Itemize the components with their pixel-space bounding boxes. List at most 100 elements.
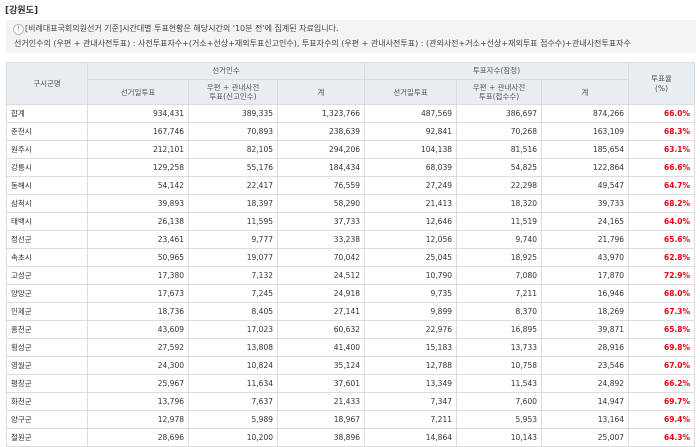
cell-electors-election-day: 43,609 <box>87 320 189 339</box>
cell-electors-total: 33,238 <box>277 230 365 249</box>
cell-voters-total: 163,109 <box>540 122 630 141</box>
cell-voters-total: 185,654 <box>540 140 630 159</box>
region-title: [강원도] <box>5 6 39 16</box>
cell-turnout-rate: 72.9% <box>628 266 696 285</box>
cell-electors-advance: 70,893 <box>188 122 278 141</box>
cell-voters-election-day: 21,413 <box>364 194 457 213</box>
cell-electors-total: 18,967 <box>277 410 365 429</box>
cell-electors-total: 24,918 <box>277 284 365 303</box>
cell-voters-election-day: 15,183 <box>364 338 457 357</box>
cell-voters-total: 23,546 <box>540 356 630 375</box>
cell-electors-election-day: 17,673 <box>87 284 189 303</box>
cell-voters-advance: 10,758 <box>456 356 542 375</box>
cell-electors-advance: 55,176 <box>188 158 278 177</box>
cell-electors-total: 27,141 <box>277 302 365 321</box>
cell-electors-advance: 7,245 <box>188 284 278 303</box>
cell-turnout-rate: 69.7% <box>628 392 696 411</box>
turnout-table: 구시군명 선거인수 투표자수(잠정) 투표율 (%) 선거일투표 우편 + 관내… <box>6 62 696 447</box>
cell-voters-total: 39,733 <box>540 194 630 213</box>
cell-voters-total: 21,796 <box>540 230 630 249</box>
cell-turnout-rate: 63.1% <box>628 140 696 159</box>
header-voters-election-day: 선거일투표 <box>364 79 457 105</box>
cell-voters-election-day: 14,864 <box>364 428 457 447</box>
cell-voters-election-day: 104,138 <box>364 140 457 159</box>
cell-voters-election-day: 68,039 <box>364 158 457 177</box>
table-row: 동해시 54,142 22,417 76,559 27,249 22,298 49,547 6… <box>6 176 696 195</box>
cell-electors-election-day: 129,258 <box>87 158 189 177</box>
cell-voters-total: 24,165 <box>540 212 630 231</box>
cell-voters-election-day: 7,211 <box>364 410 457 429</box>
header-voters-group: 투표자수(잠정) <box>363 62 630 80</box>
cell-voters-total: 874,266 <box>540 104 630 123</box>
cell-electors-advance: 10,824 <box>188 356 278 375</box>
notice-line-1: [비례대표국회의원선거 기준]시간대별 투표현황은 해당시간의 '10분 전'에… <box>25 24 339 33</box>
header-voters-total: 계 <box>540 79 630 105</box>
cell-electors-election-day: 28,696 <box>87 428 189 447</box>
cell-voters-advance: 16,895 <box>456 320 542 339</box>
cell-voters-election-day: 92,841 <box>364 122 457 141</box>
cell-turnout-rate: 66.6% <box>628 158 696 177</box>
cell-voters-advance: 5,953 <box>456 410 542 429</box>
cell-electors-advance: 82,105 <box>188 140 278 159</box>
table-row-total: 합계 934,431 389,335 1,323,766 487,569 386,697 8… <box>6 104 696 123</box>
header-electors-election-day: 선거일투표 <box>87 79 189 105</box>
table-row: 홍천군 43,609 17,023 60,632 22,976 16,895 39,871 6… <box>6 320 696 339</box>
cell-district-name: 영월군 <box>6 356 88 375</box>
cell-electors-total: 24,512 <box>277 266 365 285</box>
cell-turnout-rate: 69.4% <box>628 410 696 429</box>
cell-voters-advance: 11,519 <box>456 212 542 231</box>
cell-turnout-rate: 66.0% <box>628 104 696 123</box>
cell-district-name: 춘천시 <box>6 122 88 141</box>
cell-voters-advance: 13,733 <box>456 338 542 357</box>
cell-turnout-rate: 65.8% <box>628 320 696 339</box>
cell-voters-election-day: 12,646 <box>364 212 457 231</box>
cell-voters-advance: 70,268 <box>456 122 542 141</box>
notice-line-2: 선거인수의 (우편 + 관내사전투표) : 사전투표자수+(거소+선상+재외투표… <box>14 39 631 48</box>
cell-district-name: 합계 <box>6 104 88 123</box>
cell-voters-advance: 22,298 <box>456 176 542 195</box>
cell-electors-total: 58,290 <box>277 194 365 213</box>
header-electors-advance: 우편 + 관내사전 투표(신고인수) <box>188 79 278 105</box>
cell-district-name: 고성군 <box>6 266 88 285</box>
cell-electors-total: 70,042 <box>277 248 365 267</box>
cell-electors-election-day: 12,978 <box>87 410 189 429</box>
cell-electors-advance: 8,405 <box>188 302 278 321</box>
cell-electors-advance: 9,777 <box>188 230 278 249</box>
cell-district-name: 양양군 <box>6 284 88 303</box>
cell-voters-advance: 81,516 <box>456 140 542 159</box>
cell-electors-total: 35,124 <box>277 356 365 375</box>
table-row: 춘천시 167,746 70,893 238,639 92,841 70,268 163,1… <box>6 122 696 141</box>
cell-electors-total: 76,559 <box>277 176 365 195</box>
cell-electors-election-day: 27,592 <box>87 338 189 357</box>
cell-electors-total: 37,601 <box>277 374 365 393</box>
cell-voters-total: 17,870 <box>540 266 630 285</box>
cell-voters-election-day: 9,899 <box>364 302 457 321</box>
cell-voters-advance: 7,211 <box>456 284 542 303</box>
cell-electors-election-day: 23,461 <box>87 230 189 249</box>
cell-district-name: 원주시 <box>6 140 88 159</box>
table-row: 삼척시 39,893 18,397 58,290 21,413 18,320 39,733 6… <box>6 194 696 213</box>
cell-voters-total: 24,892 <box>540 374 630 393</box>
cell-district-name: 홍천군 <box>6 320 88 339</box>
cell-electors-advance: 13,808 <box>188 338 278 357</box>
cell-electors-election-day: 54,142 <box>87 176 189 195</box>
cell-electors-total: 60,632 <box>277 320 365 339</box>
table-row: 원주시 212,101 82,105 294,206 104,138 81,516 185,… <box>6 140 696 159</box>
cell-voters-total: 49,547 <box>540 176 630 195</box>
cell-district-name: 양구군 <box>6 410 88 429</box>
cell-voters-election-day: 9,735 <box>364 284 457 303</box>
cell-electors-advance: 7,132 <box>188 266 278 285</box>
cell-district-name: 정선군 <box>6 230 88 249</box>
cell-voters-advance: 11,543 <box>456 374 542 393</box>
cell-electors-election-day: 212,101 <box>87 140 189 159</box>
cell-voters-advance: 54,825 <box>456 158 542 177</box>
cell-turnout-rate: 68.3% <box>628 122 696 141</box>
cell-electors-advance: 19,077 <box>188 248 278 267</box>
table-row: 속초시 50,965 19,077 70,042 25,045 18,925 43,970 6… <box>6 248 696 267</box>
cell-electors-advance: 5,989 <box>188 410 278 429</box>
cell-voters-total: 18,269 <box>540 302 630 321</box>
table-row: 평창군 25,967 11,634 37,601 13,349 11,543 24,892 6… <box>6 374 696 393</box>
cell-voters-election-day: 487,569 <box>364 104 457 123</box>
cell-voters-advance: 18,320 <box>456 194 542 213</box>
cell-voters-total: 14,947 <box>540 392 630 411</box>
